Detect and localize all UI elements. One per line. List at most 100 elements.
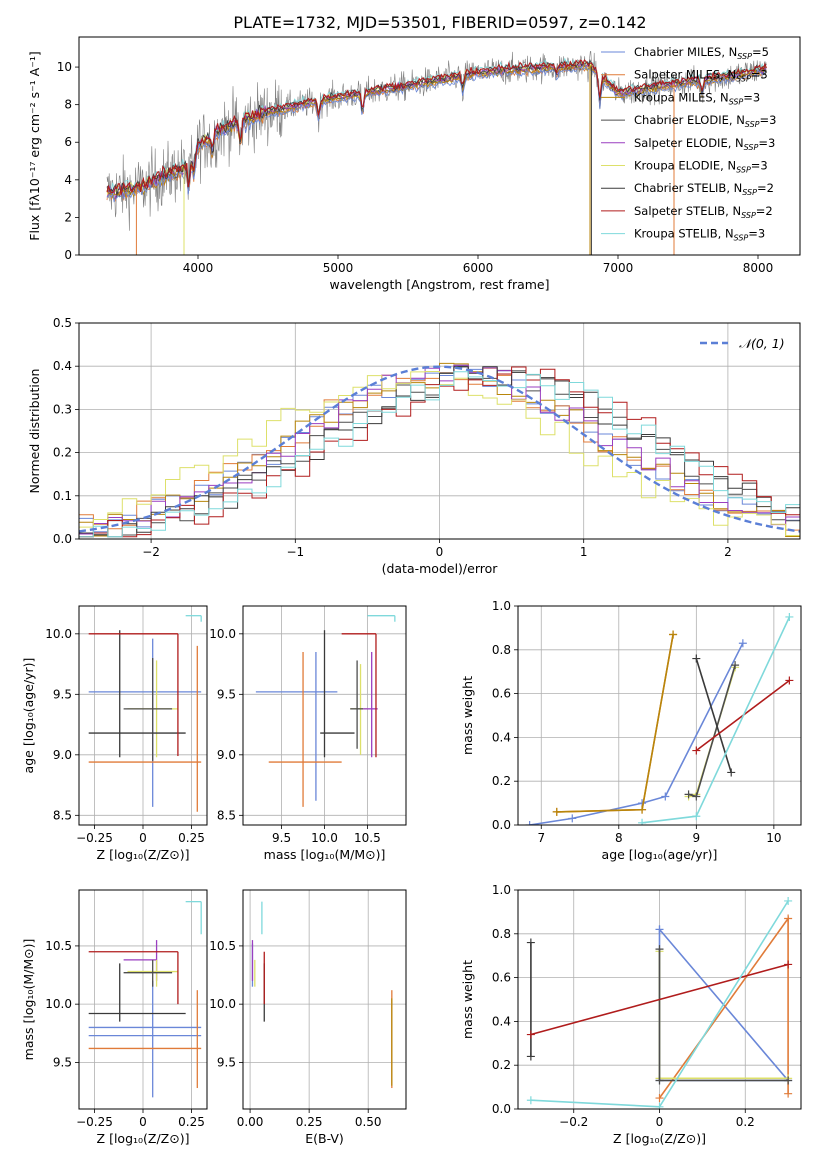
chart-weight_vs_age: 7 8 9 10 0.0 0.2 0.4 0.6 0.8 1.0 age [log₁₀(age/yr… <box>460 599 802 862</box>
x-tick-label: 0.25 <box>296 1115 323 1129</box>
y-tick-label: 1.0 <box>492 599 511 613</box>
chart-spectrum: 4000 5000 6000 7000 8000 0 2 4 6 8 10 wavelength [A… <box>27 36 801 292</box>
legend-subscript: SSP <box>744 143 759 152</box>
y-tick-label: 0.1 <box>53 489 72 503</box>
legend-n: N <box>727 159 736 173</box>
y-tick-label: 8.5 <box>53 808 72 822</box>
weight-marker <box>526 1030 535 1039</box>
legend-subscript: SSP <box>729 97 744 106</box>
weight-line <box>556 634 674 813</box>
legend-n: N <box>734 181 743 195</box>
weight-line <box>688 664 736 798</box>
y-tick-label: 9.0 <box>53 748 72 762</box>
weight-marker <box>655 1094 664 1103</box>
y-tick-label: 0.2 <box>492 774 511 788</box>
weight-marker <box>661 792 670 801</box>
x-tick-label: 8000 <box>743 261 774 275</box>
plot-area <box>106 51 767 255</box>
y-tick-label: 0.6 <box>492 687 511 701</box>
weight-marker <box>568 814 577 823</box>
legend-subscript: SSP <box>734 234 749 243</box>
axes-frame <box>517 605 802 826</box>
legend-n: N <box>735 136 744 150</box>
legend-subscript: SSP <box>745 120 760 129</box>
x-axis-label: E(B-V) <box>305 1131 344 1146</box>
legend-text: Salpeter STELIB, <box>634 204 732 218</box>
chart-residuals: −2 −1 0 1 2 0.0 0.1 0.2 0.3 0.4 0.5 (data-model)/er… <box>27 316 801 576</box>
weight-marker <box>784 960 793 969</box>
weight-line <box>529 642 744 825</box>
x-tick-label: 0.50 <box>355 1115 382 1129</box>
legend-count: =5 <box>752 45 769 59</box>
y-axis-label: Normed distribution <box>27 369 42 494</box>
plot-area <box>79 323 800 539</box>
legend-text: Chabrier ELODIE, <box>634 113 736 127</box>
y-tick-label: 10.0 <box>45 627 72 641</box>
x-tick-label: 4000 <box>183 261 214 275</box>
legend-text: Kroupa ELODIE, <box>634 159 727 173</box>
legend-subscript: SSP <box>736 75 751 84</box>
x-axis-label: Z [log₁₀(Z/Z⊙)] <box>97 847 190 862</box>
y-tick-label: 10.5 <box>45 939 72 953</box>
legend-count: =2 <box>756 204 773 218</box>
y-tick-label: 10 <box>57 60 72 74</box>
x-tick-label: −2 <box>142 545 160 559</box>
weight-marker <box>692 654 701 663</box>
y-tick-label: 0 <box>64 248 72 262</box>
axes-frame <box>78 36 801 256</box>
x-tick-label: 5000 <box>323 261 354 275</box>
y-tick-label: 0.2 <box>492 1058 511 1072</box>
y-tick-label: 0.0 <box>492 1102 511 1116</box>
y-tick-label: 9.5 <box>53 1055 72 1069</box>
weight-marker <box>526 1052 535 1061</box>
x-tick-label: 10.0 <box>311 831 338 845</box>
legend-count: =2 <box>757 181 774 195</box>
legend-text: Salpeter ELODIE, <box>634 136 735 150</box>
x-tick-label: 0 <box>436 545 444 559</box>
y-tick-label: 10.0 <box>209 627 236 641</box>
weight-line <box>658 949 789 1082</box>
x-tick-label: 0.00 <box>237 1115 264 1129</box>
weight-marker <box>655 1076 664 1085</box>
axes-frame <box>242 889 407 1110</box>
y-tick-label: 1.0 <box>492 883 511 897</box>
x-tick-label: −0.2 <box>559 1115 588 1129</box>
legend-n: N <box>732 204 741 218</box>
plot-area <box>79 606 207 825</box>
weight-marker <box>638 805 647 814</box>
plot-area <box>243 606 406 825</box>
chart-weight_vs_Z: −0.2 0 0.2 0.0 0.2 0.4 0.6 0.8 1.0 Z [log₁₀(Z/Z⊙)… <box>460 883 802 1146</box>
x-tick-label: 8 <box>615 831 623 845</box>
x-tick-label: 0.25 <box>178 1115 205 1129</box>
legend-count: =3 <box>751 68 768 82</box>
weight-marker <box>655 1102 664 1109</box>
y-tick-label: 0.2 <box>53 446 72 460</box>
x-tick-label: −0.25 <box>76 831 113 845</box>
legend-subscript: SSP <box>737 52 752 61</box>
y-tick-label: 0.8 <box>492 643 511 657</box>
x-tick-label: 10.5 <box>354 831 381 845</box>
weight-line <box>556 634 674 813</box>
weight-marker <box>552 807 561 816</box>
chart-age_vs_mass: 9.5 10.0 10.5 8.5 9.0 9.5 10.0 mass [log₁₀(M/M⊙… <box>209 605 407 862</box>
x-axis-label: wavelength [Angstrom, rest frame] <box>329 277 549 292</box>
y-tick-label: 0.5 <box>53 316 72 330</box>
x-tick-label: −0.25 <box>76 1115 113 1129</box>
x-axis-label: age [log₁₀(age/yr)] <box>602 847 718 862</box>
y-tick-label: 2 <box>64 210 72 224</box>
plot-area <box>518 606 801 825</box>
y-tick-label: 0.4 <box>53 359 72 373</box>
x-axis-label: mass [log₁₀(M/M⊙)] <box>264 847 386 862</box>
axes-frame <box>78 605 208 826</box>
y-tick-label: 9.5 <box>217 687 236 701</box>
weight-marker <box>684 790 693 799</box>
normal-curve <box>79 365 800 533</box>
legend-count: =3 <box>748 227 765 241</box>
legend-subscript: SSP <box>742 188 757 197</box>
plot-area <box>79 890 207 1109</box>
legend-entry: Kroupa STELIB, NSSP=3 <box>634 227 765 243</box>
y-tick-label: 9.5 <box>53 687 72 701</box>
legend-entry: Salpeter MILES, NSSP=3 <box>634 68 768 84</box>
x-tick-label: 0.25 <box>178 831 205 845</box>
